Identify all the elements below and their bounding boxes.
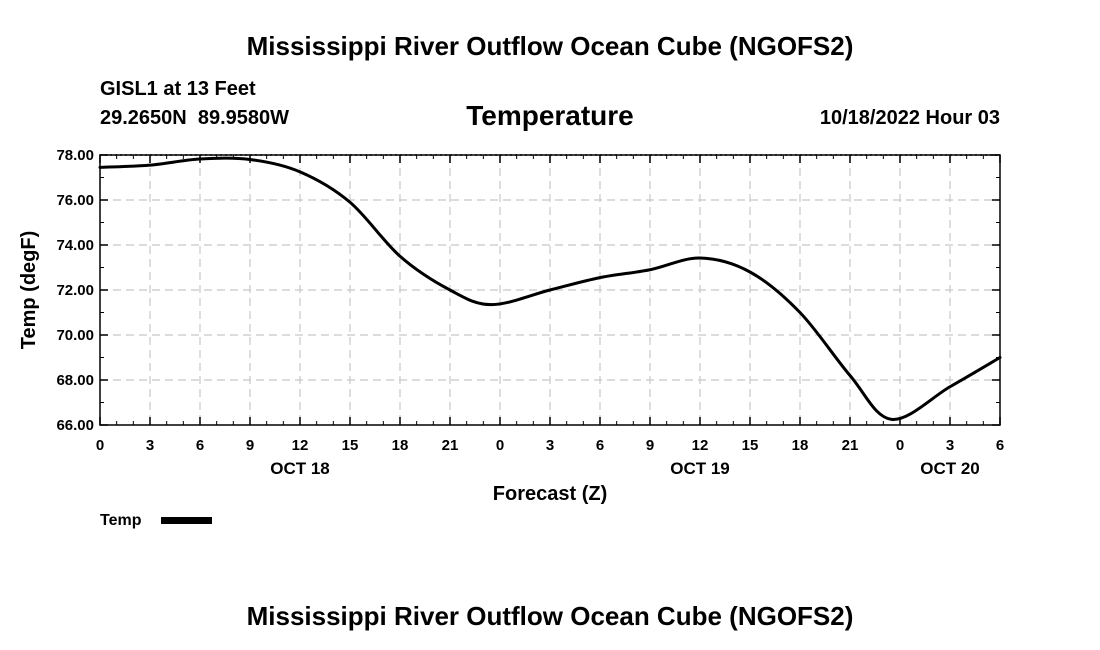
x-tick-label: 18 (392, 437, 409, 454)
x-tick-label: 6 (196, 437, 204, 454)
main-title: Mississippi River Outflow Ocean Cube (NG… (247, 31, 854, 61)
x-tick-label: 21 (442, 437, 459, 454)
y-tick-label: 78.00 (56, 147, 94, 164)
chart-title: Temperature (466, 100, 634, 131)
x-tick-label: 0 (896, 437, 904, 454)
legend-swatch (161, 517, 212, 524)
station-coordinates: 29.2650N 89.9580W (100, 107, 289, 129)
y-tick-label: 70.00 (56, 327, 94, 344)
x-tick-label: 3 (946, 437, 954, 454)
x-tick-label: 12 (292, 437, 309, 454)
x-tick-label: 21 (842, 437, 859, 454)
x-tick-labels: 0 3 6 9 12 15 18 21 0 3 6 9 12 15 18 21 0 3 6 (96, 437, 1004, 454)
x-axis-label: Forecast (Z) (493, 483, 607, 505)
x-tick-label: 15 (742, 437, 759, 454)
legend-label: Temp (100, 512, 142, 529)
y-tick-label: 68.00 (56, 372, 94, 389)
x-tick-label: 6 (996, 437, 1004, 454)
x-tick-label: 0 (96, 437, 104, 454)
y-axis-label: Temp (degF) (18, 231, 40, 350)
x-tick-label: 12 (692, 437, 709, 454)
x-tick-label: 9 (646, 437, 654, 454)
x-tick-label: 3 (146, 437, 154, 454)
x-tick-label: 3 (546, 437, 554, 454)
y-tick-label: 66.00 (56, 417, 94, 434)
y-tick-labels: 66.00 68.00 70.00 72.00 74.00 76.00 78.00 (56, 147, 94, 434)
y-tick-label: 76.00 (56, 192, 94, 209)
axis-ticks (99, 154, 1001, 426)
y-tick-label: 72.00 (56, 282, 94, 299)
x-tick-label: 9 (246, 437, 254, 454)
day-label: OCT 20 (920, 459, 980, 478)
x-tick-label: 0 (496, 437, 504, 454)
temp-series-line (98, 156, 1002, 421)
day-label: OCT 19 (670, 459, 730, 478)
legend: Temp (100, 512, 212, 529)
day-labels: OCT 18 OCT 19 OCT 20 (270, 459, 980, 478)
footer-title: Mississippi River Outflow Ocean Cube (NG… (247, 601, 854, 631)
forecast-datetime: 10/18/2022 Hour 03 (820, 107, 1000, 129)
grid (100, 154, 1000, 425)
day-label: OCT 18 (270, 459, 330, 478)
x-tick-label: 15 (342, 437, 359, 454)
station-name: GISL1 at 13 Feet (100, 78, 256, 100)
x-tick-label: 18 (792, 437, 809, 454)
y-tick-label: 74.00 (56, 237, 94, 254)
x-tick-label: 6 (596, 437, 604, 454)
